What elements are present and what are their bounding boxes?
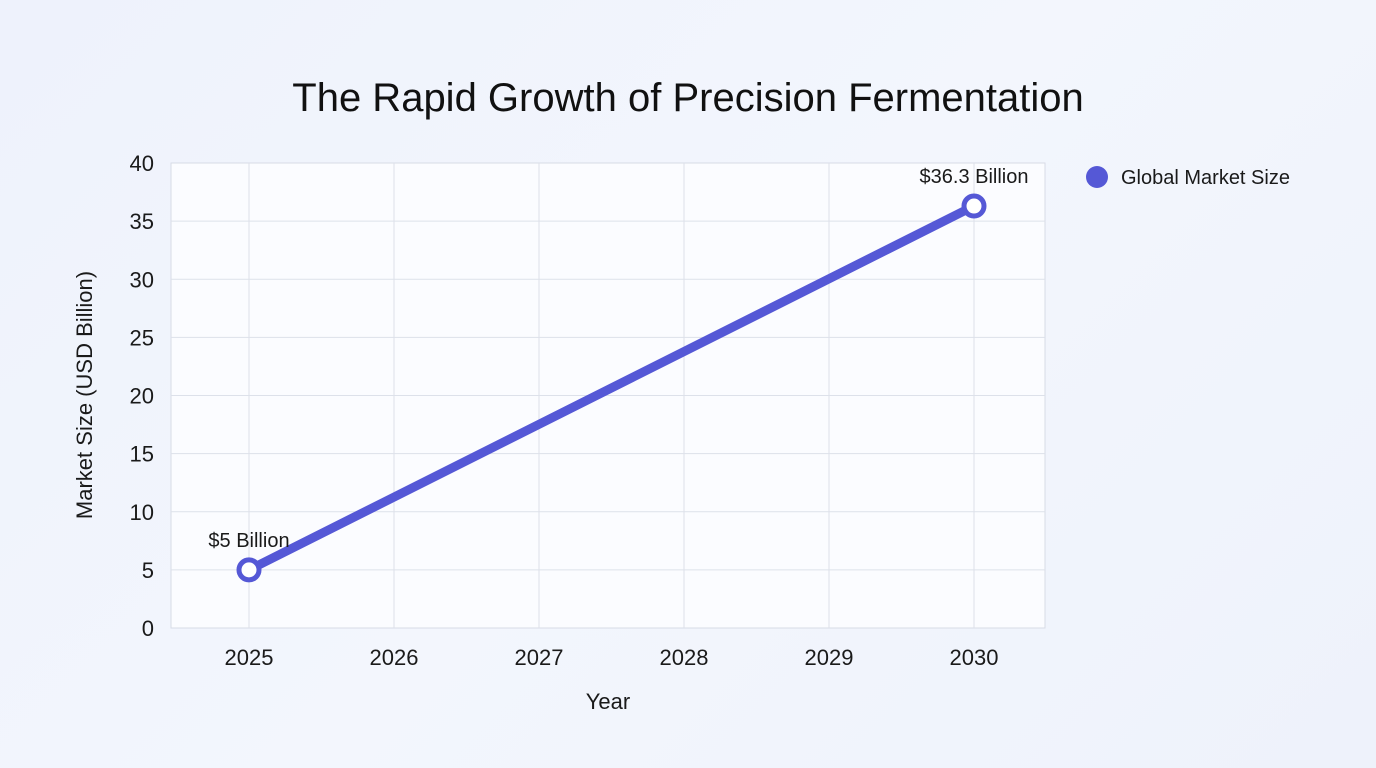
x-axis-label: Year bbox=[586, 689, 630, 714]
y-tick-label: 20 bbox=[130, 384, 154, 409]
series-layer: $5 Billion $36.3 Billion bbox=[208, 166, 1029, 583]
y-axis-label: Market Size (USD Billion) bbox=[72, 271, 97, 519]
y-tick-label: 35 bbox=[130, 209, 154, 234]
y-tick-label: 30 bbox=[130, 267, 154, 292]
y-tick-label: 0 bbox=[142, 616, 154, 641]
data-point bbox=[961, 193, 987, 219]
data-label: $5 Billion bbox=[208, 530, 289, 552]
y-tick-label: 5 bbox=[142, 558, 154, 583]
x-tick-label: 2027 bbox=[515, 645, 564, 670]
data-label: $36.3 Billion bbox=[920, 166, 1029, 188]
y-tick-label: 40 bbox=[130, 151, 154, 176]
x-tick-label: 2028 bbox=[660, 645, 709, 670]
chart-title: The Rapid Growth of Precision Fermentati… bbox=[292, 76, 1083, 120]
horizontal-gridlines bbox=[171, 220, 1045, 571]
x-tick-label: 2030 bbox=[950, 645, 999, 670]
legend-label: Global Market Size bbox=[1121, 167, 1290, 189]
x-tick-label: 2029 bbox=[805, 645, 854, 670]
legend: Global Market Size bbox=[1086, 166, 1290, 189]
y-axis-ticks: 0 5 10 15 20 25 30 35 40 bbox=[130, 151, 154, 641]
series-line bbox=[244, 201, 979, 575]
x-tick-label: 2025 bbox=[225, 645, 274, 670]
y-tick-label: 10 bbox=[130, 500, 154, 525]
data-point bbox=[236, 557, 262, 583]
x-axis-ticks: 2025 2026 2027 2028 2029 2030 bbox=[225, 645, 999, 670]
legend-marker bbox=[1086, 166, 1108, 188]
y-tick-label: 25 bbox=[130, 325, 154, 350]
y-tick-label: 15 bbox=[130, 442, 154, 467]
x-tick-label: 2026 bbox=[370, 645, 419, 670]
